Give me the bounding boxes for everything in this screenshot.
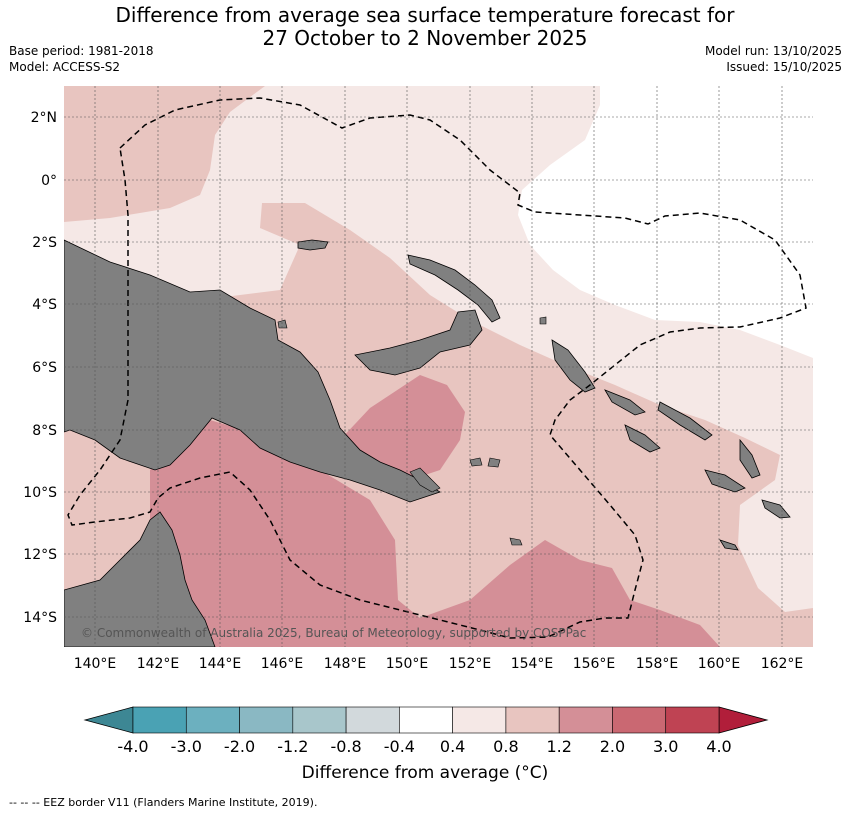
colorbar-over-arrow bbox=[718, 706, 769, 734]
lat-label-4s: 4°S bbox=[32, 297, 57, 313]
colorbar-tick-labels: -4.0 -3.0 -2.0 -1.2 -0.8 -0.4 0.4 0.8 1.2 2.0 3.0 4… bbox=[117, 737, 731, 756]
lon-label-140e: 140°E bbox=[74, 656, 117, 672]
lat-label-14s: 14°S bbox=[23, 610, 57, 626]
land-small-islands bbox=[277, 316, 547, 546]
colorbar-swatch-1 bbox=[185, 706, 240, 734]
title-line-2: 27 October to 2 November 2025 bbox=[262, 26, 588, 50]
colorbar-tick-4: -0.8 bbox=[330, 737, 361, 756]
lat-label-0: 0° bbox=[41, 173, 57, 189]
anomaly-band-medium-nw bbox=[64, 86, 265, 222]
colorbar-tick-0: -4.0 bbox=[117, 737, 148, 756]
base-period: Base period: 1981-2018 bbox=[9, 44, 154, 58]
land-bougainville bbox=[551, 339, 596, 393]
lon-label-154e: 154°E bbox=[511, 656, 554, 672]
lon-label-160e: 160°E bbox=[698, 656, 741, 672]
colorbar-tick-2: -2.0 bbox=[224, 737, 255, 756]
colorbar-swatch-4 bbox=[345, 706, 400, 734]
model-name: Model: ACCESS-S2 bbox=[9, 60, 121, 74]
colorbar-swatch-8 bbox=[558, 706, 613, 734]
lon-label-144e: 144°E bbox=[199, 656, 242, 672]
lat-label-2s: 2°S bbox=[32, 235, 57, 251]
anomaly-band-strong-gulf bbox=[340, 375, 465, 480]
land-solomon-islands bbox=[604, 389, 791, 551]
copyright-notice: © Commonwealth of Australia 2025, Bureau… bbox=[81, 626, 586, 640]
lat-label-12s: 12°S bbox=[23, 547, 57, 563]
colorbar-tick-11: 4.0 bbox=[706, 737, 731, 756]
colorbar-tick-8: 1.2 bbox=[546, 737, 571, 756]
lon-label-158e: 158°E bbox=[636, 656, 679, 672]
anomaly-band-strong-coral-sea bbox=[150, 420, 720, 647]
longitude-labels: 140°E 142°E 144°E 146°E 148°E 150°E 152°… bbox=[74, 656, 804, 672]
title-line-1: Difference from average sea surface temp… bbox=[115, 3, 735, 27]
colorbar-tick-3: -1.2 bbox=[277, 737, 308, 756]
lat-label-8s: 8°S bbox=[32, 423, 57, 439]
colorbar-swatch-9 bbox=[612, 706, 667, 734]
lon-label-156e: 156°E bbox=[573, 656, 616, 672]
colorbar-tick-10: 3.0 bbox=[653, 737, 678, 756]
colorbar-tick-5: -0.4 bbox=[384, 737, 415, 756]
issued-date: Issued: 15/10/2025 bbox=[726, 60, 842, 74]
model-run: Model run: 13/10/2025 bbox=[704, 44, 842, 58]
meta-left: Base period: 1981-2018 Model: ACCESS-S2 bbox=[9, 43, 154, 75]
colorbar-swatch-6 bbox=[452, 706, 507, 734]
lon-label-142e: 142°E bbox=[137, 656, 180, 672]
lon-label-150e: 150°E bbox=[386, 656, 429, 672]
latitude-labels: 2°N 0° 2°S 4°S 6°S 8°S 10°S 12°S 14°S bbox=[23, 110, 57, 626]
colorbar-swatch-5 bbox=[399, 706, 453, 734]
colorbar-swatch-10 bbox=[665, 706, 720, 734]
map-layers: © Commonwealth of Australia 2025, Bureau… bbox=[64, 86, 813, 647]
land-new-britain bbox=[354, 309, 483, 376]
colorbar-tick-6: 0.4 bbox=[440, 737, 465, 756]
colorbar-swatch-0 bbox=[132, 706, 187, 734]
colorbar bbox=[83, 706, 769, 734]
lon-label-162e: 162°E bbox=[761, 656, 804, 672]
lat-label-10s: 10°S bbox=[23, 485, 57, 501]
colorbar-title: Difference from average (°C) bbox=[301, 763, 549, 783]
colorbar-swatch-2 bbox=[239, 706, 294, 734]
land-manus-island bbox=[297, 239, 329, 251]
meta-right: Model run: 13/10/2025 Issued: 15/10/2025 bbox=[705, 43, 842, 75]
chart-title: Difference from average sea surface temp… bbox=[0, 4, 850, 50]
colorbar-swatch-3 bbox=[292, 706, 347, 734]
lat-label-2n: 2°N bbox=[31, 110, 57, 126]
anomaly-neutral-area bbox=[518, 86, 813, 358]
land-cape-york bbox=[64, 511, 216, 647]
colorbar-swatch-7 bbox=[505, 706, 560, 734]
lon-label-152e: 152°E bbox=[449, 656, 492, 672]
gridlines bbox=[64, 86, 813, 647]
colorbar-under-arrow bbox=[83, 706, 134, 734]
lon-label-146e: 146°E bbox=[261, 656, 304, 672]
land-new-ireland bbox=[407, 254, 501, 323]
lon-label-148e: 148°E bbox=[324, 656, 367, 672]
colorbar-tick-7: 0.8 bbox=[493, 737, 518, 756]
colorbar-tick-9: 2.0 bbox=[600, 737, 625, 756]
colorbar-tick-1: -3.0 bbox=[171, 737, 202, 756]
lat-label-6s: 6°S bbox=[32, 360, 57, 376]
footer-legend: -- -- -- EEZ border V11 (Flanders Marine… bbox=[9, 796, 318, 809]
